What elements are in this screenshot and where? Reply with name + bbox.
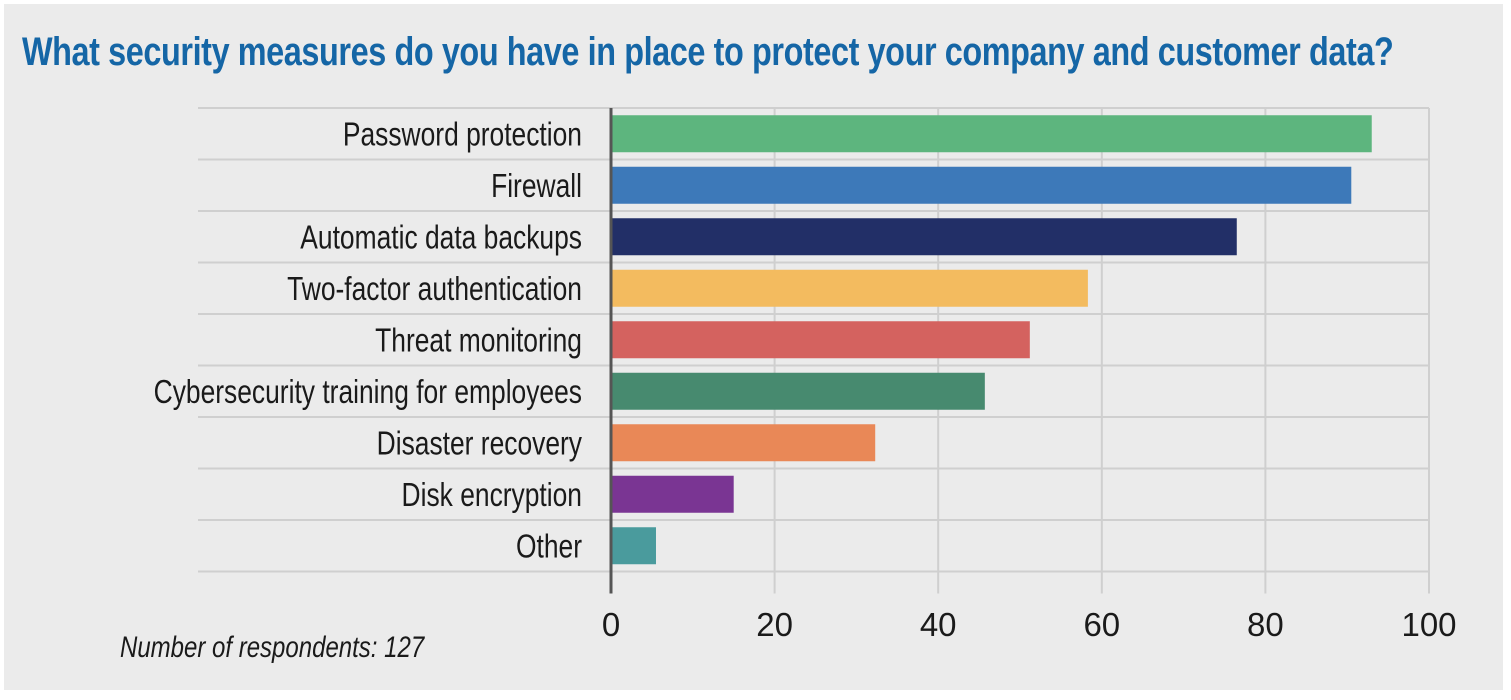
bar: [611, 218, 1237, 256]
bar: [611, 166, 1352, 204]
bar: [611, 424, 876, 462]
category-label: Cybersecurity training for employees: [154, 375, 582, 411]
tick-label-layer: 0 20 40 60 80 100: [602, 606, 1457, 643]
category-label: Threat monitoring: [375, 323, 582, 359]
x-tick-label: 20: [756, 606, 793, 643]
category-label: Disk encryption: [402, 478, 582, 514]
x-tick-label: 0: [602, 606, 620, 643]
bar: [611, 115, 1372, 153]
x-tick-label: 100: [1401, 606, 1456, 643]
category-label: Other: [516, 529, 582, 565]
x-tick-label: 60: [1083, 606, 1120, 643]
category-label: Two-factor authentication: [287, 272, 582, 308]
category-label: Password protection: [343, 117, 582, 153]
category-label: Automatic data backups: [300, 220, 582, 256]
category-label: Firewall: [491, 169, 582, 205]
respondents-note: Number of respondents: 127: [120, 631, 425, 664]
bar: [611, 527, 656, 565]
bar: [611, 372, 985, 410]
category-label-layer: Password protection Firewall Automatic dat…: [154, 117, 582, 565]
bar: [611, 321, 1030, 359]
x-tick-label: 40: [920, 606, 957, 643]
bar: [611, 475, 734, 513]
category-label: Disaster recovery: [377, 426, 582, 462]
chart-title: What security measures do you have in pl…: [22, 30, 1394, 74]
bar: [611, 269, 1088, 307]
bar-layer: [611, 115, 1372, 565]
x-tick-label: 80: [1247, 606, 1284, 643]
